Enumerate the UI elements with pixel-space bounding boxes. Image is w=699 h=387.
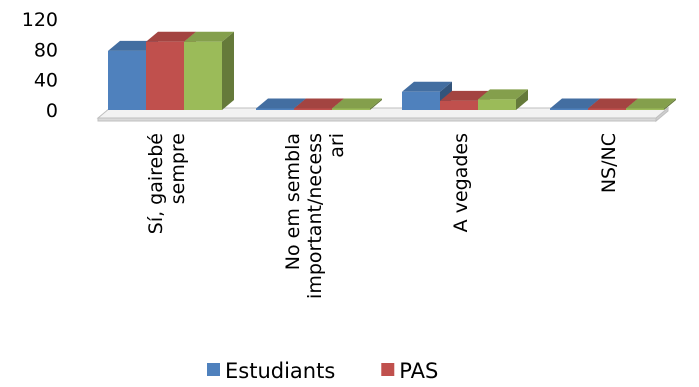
legend-label: Estudiants [225, 359, 335, 383]
category-label: A vegades [450, 133, 472, 232]
category-label: No em sembla important/necess ari [282, 133, 348, 299]
floor-front [97, 117, 657, 122]
category-label-line: A vegades [450, 133, 472, 232]
y-tick-label: 40 [34, 70, 58, 92]
category-label-line: Sí, gairebé [145, 133, 167, 234]
legend-item: PAS [381, 359, 438, 383]
bar [184, 31, 234, 110]
legend-item: Estudiants [207, 359, 335, 383]
category-label-line: No em sembla [282, 133, 304, 270]
y-tick-label: 120 [22, 9, 58, 31]
category-label: NS/NC [598, 133, 620, 193]
category-labels: Sí, gairebé sempre No em sembla important/n… [145, 133, 620, 299]
bar [626, 98, 676, 110]
category-label-line: important/necess [304, 133, 326, 299]
category-label-line: ari [326, 133, 348, 158]
chart-floor [96, 106, 670, 123]
floor-side [655, 106, 669, 123]
bar [332, 98, 382, 110]
legend-swatch [207, 363, 220, 376]
y-tick-label: 0 [46, 100, 58, 122]
legend-label: PAS [399, 359, 438, 383]
legend: Estudiants PAS [207, 359, 438, 383]
bar-series [108, 31, 676, 110]
category-label-line: sempre [167, 133, 189, 204]
category-label-line: NS/NC [598, 133, 620, 193]
y-tick-label: 80 [34, 39, 58, 61]
y-axis-ticks: 0 40 80 120 [22, 9, 58, 122]
legend-swatch [381, 363, 395, 376]
bar [478, 89, 528, 110]
category-label: Sí, gairebé sempre [145, 133, 189, 234]
